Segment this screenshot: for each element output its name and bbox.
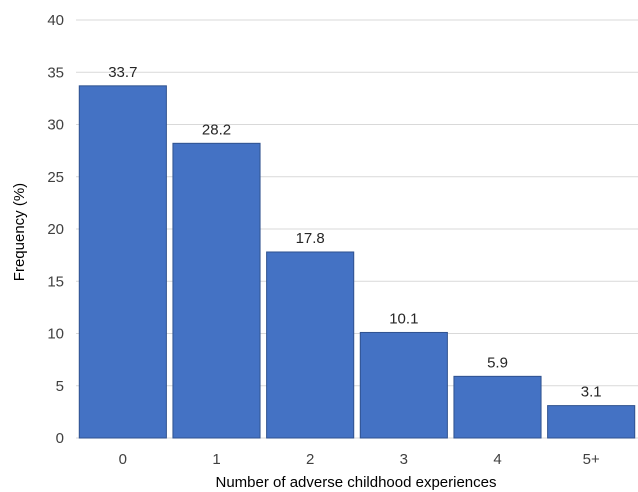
x-tick-label: 4 bbox=[493, 451, 501, 468]
data-label: 5.9 bbox=[487, 354, 508, 371]
bars bbox=[78, 85, 636, 439]
data-label: 33.7 bbox=[108, 64, 137, 81]
gridlines bbox=[76, 19, 638, 439]
data-label: 10.1 bbox=[389, 310, 418, 327]
x-axis-title: Number of adverse childhood experiences bbox=[216, 474, 497, 491]
bar-2 bbox=[266, 251, 355, 439]
bar-0 bbox=[78, 85, 167, 439]
x-axis-ticks: 0 1 2 3 4 5+ bbox=[119, 451, 600, 468]
data-label: 17.8 bbox=[296, 230, 325, 247]
x-tick-label: 3 bbox=[400, 451, 408, 468]
bar-3 bbox=[359, 331, 448, 439]
y-tick-label: 35 bbox=[47, 64, 64, 81]
data-label: 3.1 bbox=[581, 384, 602, 401]
y-tick-label: 30 bbox=[47, 117, 64, 134]
x-tick-label: 0 bbox=[119, 451, 127, 468]
bar-5+ bbox=[547, 405, 636, 439]
y-tick-label: 20 bbox=[47, 221, 64, 238]
bar-4 bbox=[453, 375, 542, 439]
y-tick-label: 0 bbox=[56, 430, 64, 447]
y-axis-title: Frequency (%) bbox=[11, 183, 28, 281]
x-tick-label: 5+ bbox=[583, 451, 600, 468]
y-tick-label: 25 bbox=[47, 169, 64, 186]
y-axis-ticks: 0 5 10 15 20 25 30 35 40 bbox=[47, 12, 64, 447]
y-tick-label: 10 bbox=[47, 326, 64, 343]
data-label: 28.2 bbox=[202, 121, 231, 138]
y-tick-label: 5 bbox=[56, 378, 64, 395]
data-labels: 33.7 28.2 17.8 10.1 5.9 3.1 bbox=[108, 64, 601, 401]
y-tick-label: 40 bbox=[47, 12, 64, 29]
y-tick-label: 15 bbox=[47, 273, 64, 290]
bar-1 bbox=[172, 142, 261, 439]
x-tick-label: 1 bbox=[212, 451, 220, 468]
x-tick-label: 2 bbox=[306, 451, 314, 468]
